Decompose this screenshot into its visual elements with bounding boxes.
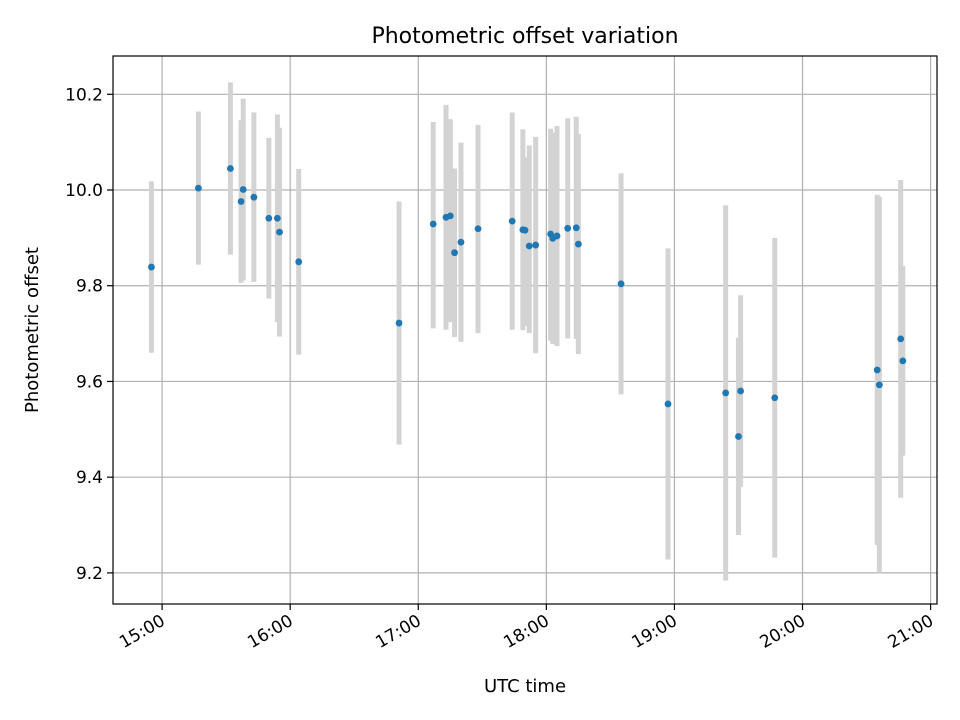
y-tick-label: 10.2 <box>65 85 103 105</box>
data-point <box>771 394 779 402</box>
data-point <box>237 198 245 205</box>
x-axis-label: UTC time <box>484 676 566 697</box>
data-point <box>295 258 303 266</box>
data-point <box>227 165 234 172</box>
error-bars <box>148 82 906 581</box>
x-tick-label: 16:00 <box>244 611 296 653</box>
x-axis-ticks: 15:00 16:00 17:00 18:00 19:00 20:00 21:00 <box>116 604 937 653</box>
y-tick-label: 10.0 <box>65 181 103 201</box>
data-point <box>664 400 672 408</box>
data-point <box>525 242 533 250</box>
data-point <box>446 212 454 220</box>
data-point <box>564 224 572 232</box>
data-point <box>429 220 437 228</box>
data-points <box>148 165 907 440</box>
data-point <box>451 249 458 257</box>
data-point <box>239 186 247 193</box>
data-point <box>474 225 482 233</box>
grid-lines <box>113 56 937 604</box>
data-point <box>722 389 730 397</box>
data-point <box>735 433 742 440</box>
data-point <box>873 366 881 374</box>
x-tick-label: 18:00 <box>500 611 552 653</box>
y-tick-label: 9.6 <box>76 372 103 392</box>
data-point <box>521 226 529 234</box>
data-point <box>265 214 273 222</box>
data-point <box>532 241 540 249</box>
data-point <box>508 217 516 225</box>
data-point <box>250 193 258 201</box>
data-point <box>875 381 883 389</box>
x-tick-label: 20:00 <box>757 611 809 653</box>
y-axis-label: Photometric offset <box>22 247 43 413</box>
y-tick-label: 9.2 <box>76 564 103 584</box>
x-tick-label: 17:00 <box>372 611 424 653</box>
data-point <box>395 319 403 327</box>
data-point <box>897 335 905 343</box>
y-tick-label: 9.4 <box>76 468 103 488</box>
data-point <box>574 240 582 248</box>
chart-title: Photometric offset variation <box>371 24 678 49</box>
data-point <box>457 238 465 246</box>
y-axis-ticks: 9.2 9.4 9.6 9.8 10.0 10.2 <box>65 85 113 584</box>
x-tick-label: 21:00 <box>885 611 937 653</box>
data-point <box>899 357 907 365</box>
data-point <box>617 280 625 288</box>
plot-frame <box>112 55 938 605</box>
data-point <box>553 232 561 240</box>
data-point <box>276 228 283 236</box>
data-point <box>148 263 155 271</box>
x-tick-label: 15:00 <box>116 611 168 653</box>
y-tick-label: 9.8 <box>76 277 103 297</box>
data-point <box>194 184 202 192</box>
x-tick-label: 19:00 <box>628 611 680 653</box>
data-point <box>572 224 580 232</box>
data-point <box>273 214 281 222</box>
data-point <box>737 387 745 395</box>
